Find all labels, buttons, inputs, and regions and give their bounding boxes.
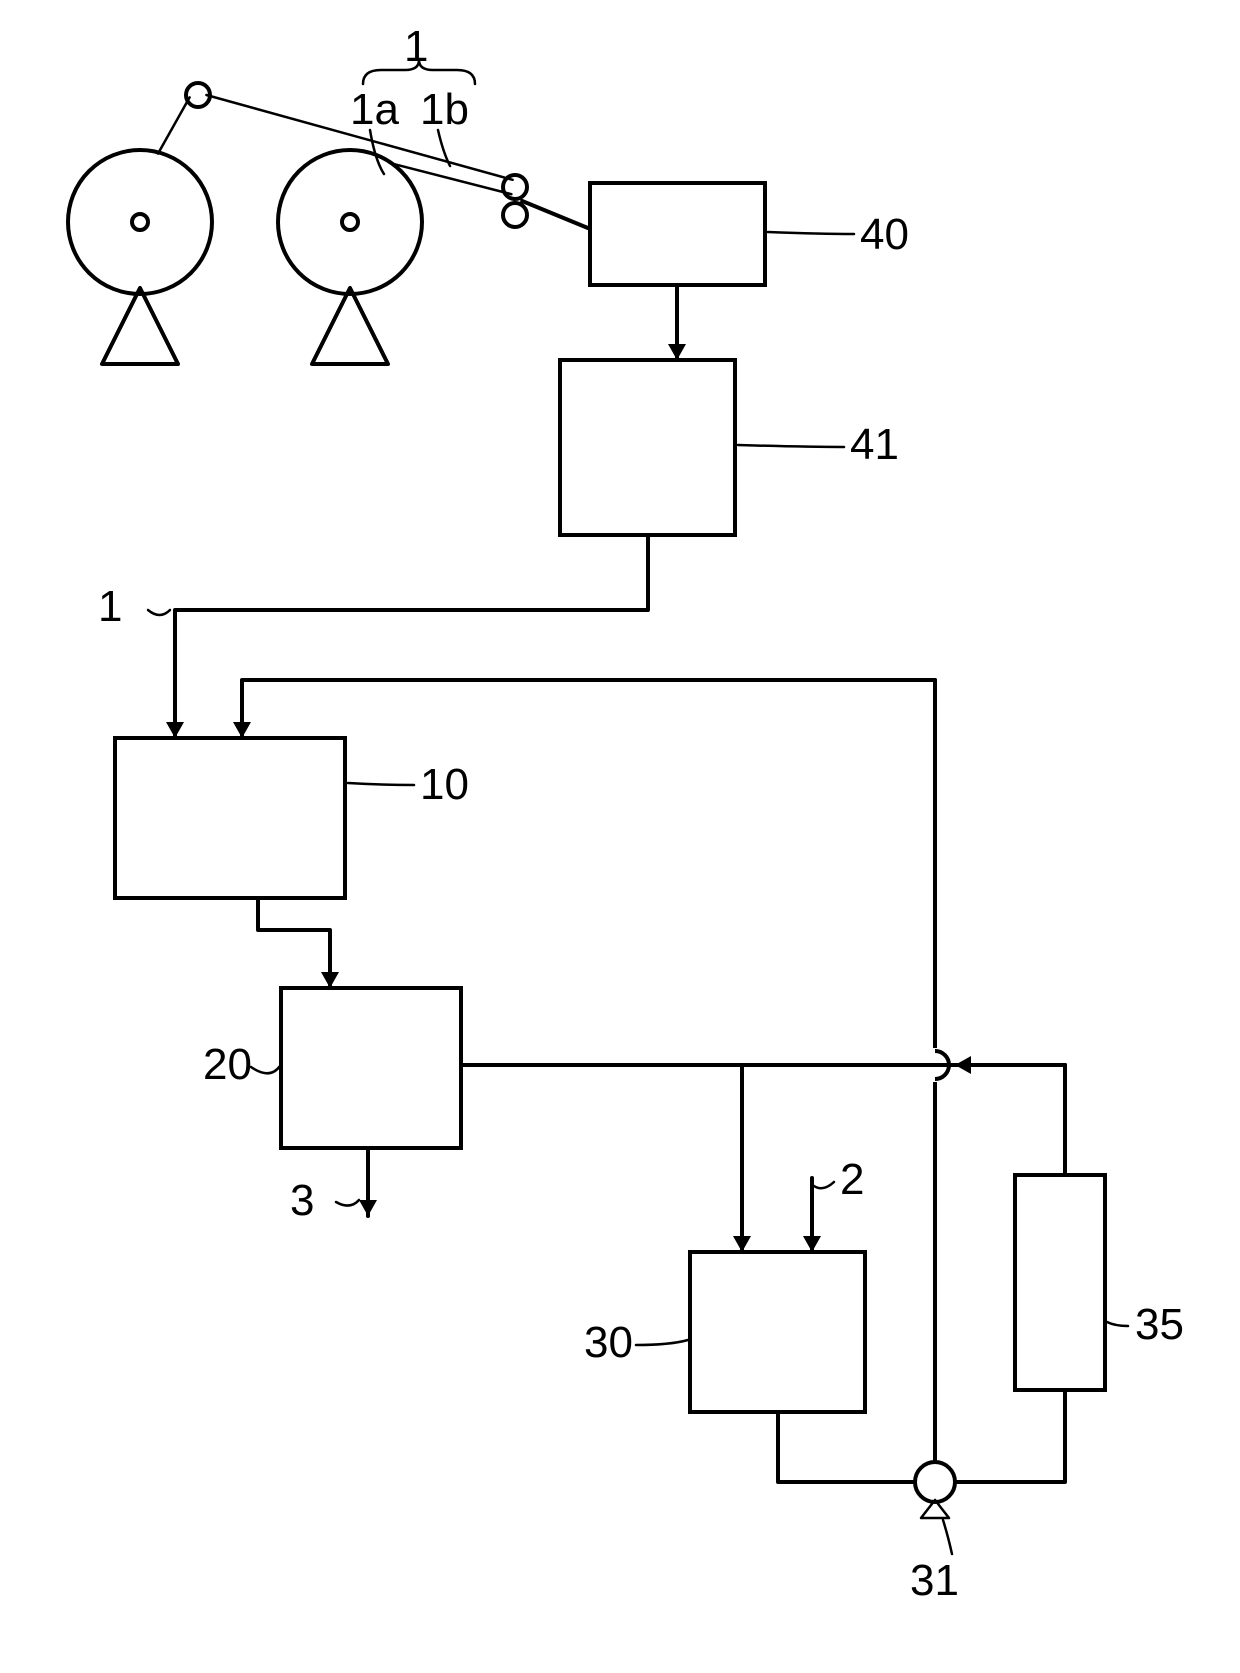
label-L30: 30	[584, 1318, 633, 1368]
diagram-stage: 11a1b40411102032303531	[0, 0, 1240, 1673]
label-L40: 40	[860, 210, 909, 260]
label-L31: 31	[910, 1556, 959, 1606]
label-L3: 3	[290, 1176, 314, 1226]
label-L20: 20	[203, 1040, 252, 1090]
label-L2: 2	[840, 1155, 864, 1205]
label-L35: 35	[1135, 1300, 1184, 1350]
diagram-svg	[0, 0, 1240, 1673]
label-L10: 10	[420, 760, 469, 810]
label-L1a: 1a	[350, 85, 399, 135]
label-L1_left: 1	[98, 582, 122, 632]
label-L1_top: 1	[404, 22, 428, 72]
label-L41: 41	[850, 420, 899, 470]
label-L1b: 1b	[420, 85, 469, 135]
